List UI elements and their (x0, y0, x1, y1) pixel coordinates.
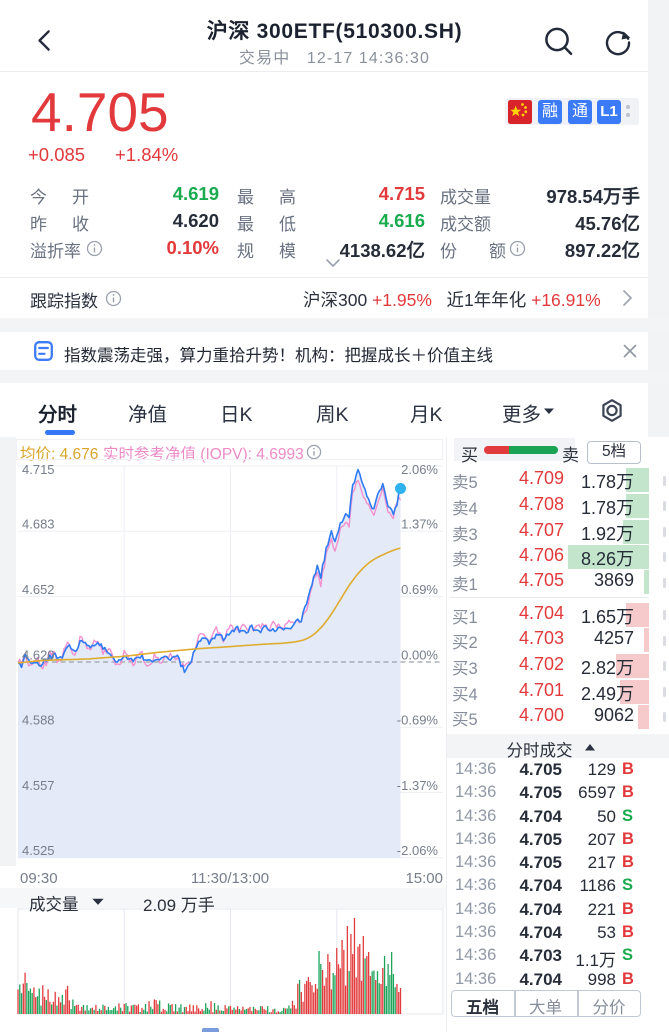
svg-text:-2.06%: -2.06% (397, 843, 439, 858)
svg-text:1.37%: 1.37% (401, 517, 438, 532)
svg-text:4.683: 4.683 (22, 517, 55, 532)
svg-text:4.652: 4.652 (22, 582, 55, 597)
svg-text:4.525: 4.525 (22, 843, 55, 858)
svg-text:4.715: 4.715 (22, 462, 55, 477)
svg-text:11:30/13:00: 11:30/13:00 (191, 870, 269, 887)
svg-text:-0.69%: -0.69% (397, 713, 439, 728)
svg-text:0.00%: 0.00% (401, 647, 438, 662)
svg-text:0.69%: 0.69% (401, 582, 438, 597)
svg-text:4.588: 4.588 (22, 713, 55, 728)
svg-text:15:00: 15:00 (405, 870, 443, 887)
svg-text:2.06%: 2.06% (401, 462, 438, 477)
svg-text:-1.37%: -1.37% (397, 778, 439, 793)
svg-text:4.620: 4.620 (22, 647, 55, 662)
svg-text:4.557: 4.557 (22, 778, 55, 793)
svg-text:09:30: 09:30 (20, 870, 58, 887)
